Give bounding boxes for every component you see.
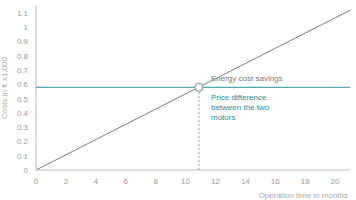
svg-text:0.5: 0.5 — [17, 95, 29, 104]
svg-text:2: 2 — [64, 177, 69, 186]
svg-text:0.4: 0.4 — [17, 109, 29, 118]
svg-text:0: 0 — [24, 166, 29, 175]
svg-text:0.2: 0.2 — [17, 137, 29, 146]
svg-text:0.8: 0.8 — [17, 52, 29, 61]
svg-text:0.6: 0.6 — [17, 80, 29, 89]
svg-text:8: 8 — [153, 177, 158, 186]
svg-text:0.9: 0.9 — [17, 37, 29, 46]
svg-text:0.7: 0.7 — [17, 66, 29, 75]
svg-text:4: 4 — [94, 177, 99, 186]
svg-text:1: 1 — [24, 23, 29, 32]
svg-text:0.1: 0.1 — [17, 152, 29, 161]
svg-text:Price differencebetween the tw: Price differencebetween the twomotors — [211, 93, 270, 122]
svg-text:Energy cost savings: Energy cost savings — [211, 74, 283, 83]
svg-text:10: 10 — [181, 177, 190, 186]
svg-text:Operation time in months: Operation time in months — [259, 191, 348, 200]
svg-text:6: 6 — [123, 177, 128, 186]
svg-text:20: 20 — [331, 177, 340, 186]
svg-text:16: 16 — [271, 177, 280, 186]
svg-text:18: 18 — [301, 177, 310, 186]
svg-text:14: 14 — [241, 177, 250, 186]
svg-text:1.1: 1.1 — [17, 9, 29, 18]
svg-text:0.3: 0.3 — [17, 123, 29, 132]
svg-text:12: 12 — [211, 177, 220, 186]
svg-text:0: 0 — [34, 177, 39, 186]
svg-text:Costs in € x1,000: Costs in € x1,000 — [8, 57, 9, 119]
